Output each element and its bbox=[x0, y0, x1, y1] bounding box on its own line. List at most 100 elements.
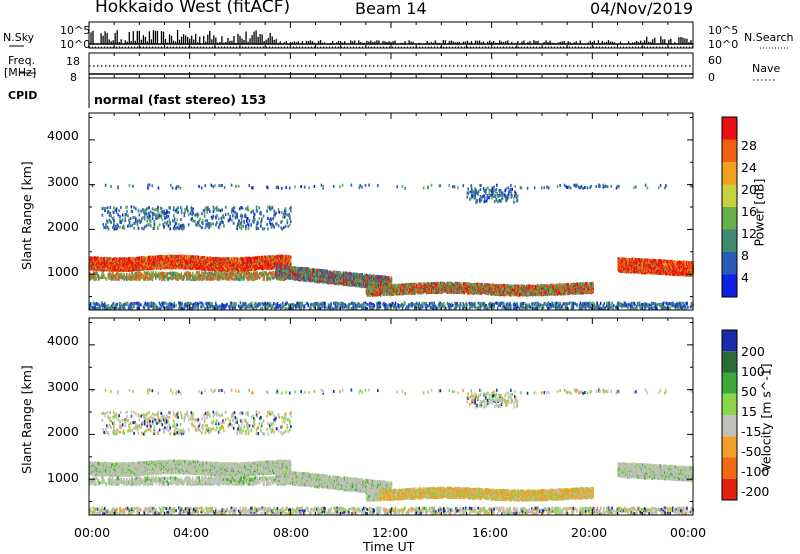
power-cell bbox=[121, 264, 124, 268]
power-cell bbox=[231, 277, 234, 281]
power-cell bbox=[217, 271, 220, 275]
power-cell bbox=[133, 264, 136, 268]
power-cell bbox=[126, 265, 129, 269]
power-cbar-tick: 8 bbox=[741, 248, 749, 263]
nsearch-tick-min: 10^0 bbox=[708, 38, 739, 51]
power-cell bbox=[124, 262, 126, 266]
power-cell bbox=[133, 262, 136, 266]
power-cell bbox=[99, 257, 102, 261]
power-cell bbox=[138, 260, 140, 264]
power-cell bbox=[100, 268, 103, 272]
power-cell bbox=[120, 272, 123, 276]
power-cell bbox=[111, 258, 113, 262]
power-cell bbox=[137, 265, 140, 269]
xtick-2: 08:00 bbox=[273, 525, 310, 540]
power-cell bbox=[166, 271, 169, 275]
power-cell bbox=[125, 276, 128, 280]
power-cell bbox=[115, 268, 118, 272]
xtick-4: 16:00 bbox=[472, 525, 509, 540]
power-cell bbox=[93, 264, 96, 268]
power-cell bbox=[228, 271, 230, 275]
power-cell bbox=[94, 257, 96, 261]
power-cell bbox=[98, 264, 101, 268]
xlabel: Time UT bbox=[363, 539, 415, 554]
power-cell bbox=[130, 257, 132, 261]
power-cell bbox=[93, 259, 96, 263]
power-cell bbox=[103, 273, 105, 277]
power-cell bbox=[134, 258, 137, 262]
power-cell bbox=[111, 271, 114, 275]
xtick-1: 04:00 bbox=[173, 525, 210, 540]
power-cell bbox=[135, 265, 138, 269]
power-cell bbox=[140, 259, 143, 263]
power-cell bbox=[248, 277, 251, 281]
power-cell bbox=[129, 259, 132, 263]
power-cell bbox=[123, 272, 125, 276]
power-cell bbox=[133, 267, 135, 271]
power-cell bbox=[111, 265, 114, 269]
power-cell bbox=[139, 256, 141, 260]
power-cell bbox=[119, 260, 122, 264]
power-cell bbox=[109, 268, 111, 272]
power-cell bbox=[142, 274, 145, 278]
power-cell bbox=[116, 269, 118, 273]
power-ytick-1000: 1000 bbox=[47, 264, 79, 279]
power-cell bbox=[111, 257, 114, 261]
power-cell bbox=[118, 261, 121, 265]
power-cell bbox=[145, 267, 147, 271]
power-cell bbox=[98, 257, 101, 261]
power-cell bbox=[116, 257, 118, 261]
power-cell bbox=[97, 264, 100, 268]
vel-cbar-tick: -50 bbox=[741, 444, 762, 459]
power-cell bbox=[97, 257, 100, 261]
power-cell bbox=[269, 277, 272, 281]
power-cell bbox=[110, 262, 112, 266]
power-cell bbox=[226, 272, 229, 276]
nsky-tick-max: 10^5 bbox=[60, 24, 91, 37]
power-cell bbox=[145, 261, 147, 265]
power-cell bbox=[118, 266, 121, 270]
power-cell bbox=[132, 267, 134, 271]
power-cell bbox=[139, 260, 141, 264]
power-cell bbox=[143, 265, 146, 269]
power-cell bbox=[133, 266, 136, 270]
power-cell bbox=[116, 265, 118, 269]
vel-cbar-tick: 200 bbox=[741, 344, 765, 359]
power-cell bbox=[90, 264, 93, 268]
power-cell bbox=[96, 258, 99, 262]
power-cell bbox=[97, 259, 100, 263]
power-cell bbox=[96, 267, 99, 271]
vel-cbar-tick: 100 bbox=[741, 364, 765, 379]
power-cell bbox=[137, 256, 140, 260]
power-cell bbox=[143, 261, 146, 265]
power-cell bbox=[141, 256, 144, 260]
power-cell bbox=[109, 264, 111, 268]
power-cell bbox=[125, 257, 127, 261]
power-cell bbox=[117, 271, 119, 275]
cpid-label: CPID bbox=[8, 89, 38, 102]
power-cell bbox=[125, 257, 128, 261]
power-cell bbox=[128, 262, 131, 266]
power-cell bbox=[140, 272, 143, 276]
power-cell bbox=[135, 259, 138, 263]
power-cell bbox=[116, 261, 118, 265]
power-cell bbox=[113, 260, 116, 264]
power-cell bbox=[90, 256, 93, 260]
power-cell bbox=[387, 276, 390, 280]
power-cell bbox=[93, 256, 96, 260]
power-cell bbox=[119, 265, 122, 269]
power-cell bbox=[144, 265, 147, 269]
power-cell bbox=[189, 271, 192, 275]
power-cell bbox=[125, 260, 127, 264]
power-cell bbox=[139, 266, 141, 270]
power-cell bbox=[117, 257, 119, 261]
power-cell bbox=[95, 267, 97, 271]
power-cell bbox=[122, 257, 125, 261]
power-cell bbox=[138, 258, 140, 262]
power-cell bbox=[123, 257, 125, 261]
power-cell bbox=[200, 271, 203, 275]
power-cell bbox=[141, 264, 144, 268]
power-cell bbox=[132, 256, 134, 260]
power-cell bbox=[108, 261, 110, 265]
